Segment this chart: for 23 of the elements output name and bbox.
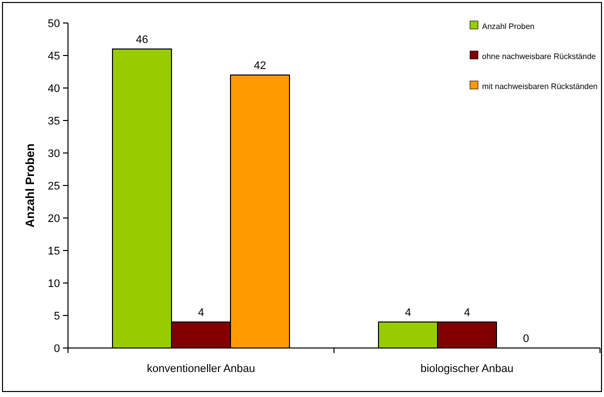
y-tick-label: 10 — [48, 278, 60, 290]
data-label: 42 — [254, 60, 266, 72]
legend-label: mit nachweisbaren Rückständen — [482, 82, 598, 91]
y-axis-title: Anzahl Proben — [23, 143, 37, 228]
data-label: 0 — [522, 333, 530, 345]
legend-label: ohne nachweisbare Rückstände — [482, 52, 596, 61]
y-tick-label: 5 — [54, 310, 60, 322]
x-tick-label: biologischer Anbau — [420, 363, 514, 375]
data-label: 46 — [136, 34, 148, 46]
data-label: 4 — [198, 307, 204, 319]
data-label: 4 — [404, 307, 412, 319]
data-label: 4 — [464, 307, 470, 319]
y-tick-label: 40 — [48, 83, 60, 95]
y-tick-label: 20 — [48, 213, 60, 225]
y-tick-label: 25 — [48, 180, 60, 192]
y-tick-label: 35 — [48, 116, 60, 128]
x-tick-label: konventioneller Anbau — [146, 363, 256, 375]
y-tick-label: 50 — [48, 18, 60, 30]
y-tick-label: 0 — [54, 343, 60, 355]
y-tick-label: 15 — [48, 246, 60, 258]
legend-label: Anzahl Proben — [482, 22, 534, 31]
y-tick-label: 30 — [48, 148, 60, 160]
y-tick-label: 45 — [48, 50, 60, 62]
